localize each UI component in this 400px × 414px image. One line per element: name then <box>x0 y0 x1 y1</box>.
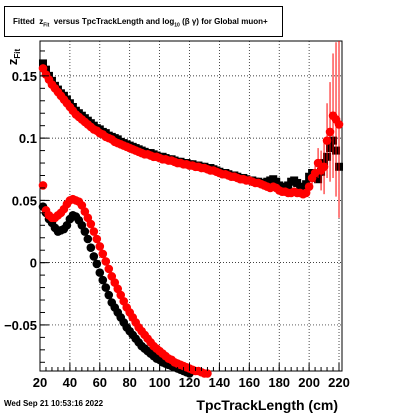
data-point-circle <box>334 120 344 129</box>
x-tick-label: 120 <box>179 375 201 390</box>
data-point-circle <box>95 268 105 277</box>
x-axis-label: TpcTrackLength (cm) <box>196 397 338 413</box>
data-point-circle <box>83 234 93 244</box>
title-mid: versus TpcTrackLength and log <box>53 17 175 26</box>
data-point-circle <box>89 227 99 236</box>
timestamp: Wed Sep 21 10:53:16 2022 <box>4 399 104 408</box>
y-tick-label: 0.15 <box>12 69 37 84</box>
y-axis-label-var: z <box>5 58 20 65</box>
data-point-circle <box>304 182 314 191</box>
data-point-circle <box>101 257 111 266</box>
data-point-circle <box>89 252 99 261</box>
data-point-circle <box>86 219 96 229</box>
y-tick-label: 0.05 <box>12 193 37 208</box>
title-suffix: for Global muon+ <box>201 17 268 26</box>
grid-layer <box>40 41 342 371</box>
x-tick-label: 220 <box>328 375 350 390</box>
title-var-sub: Fit <box>43 22 50 29</box>
data-point-circle <box>92 234 102 244</box>
x-tick-label: 80 <box>122 375 136 390</box>
data-point-circle <box>92 259 102 269</box>
title-var: z <box>39 17 44 26</box>
chart-title-box: Fitted zFit versus TpcTrackLength and lo… <box>4 6 283 37</box>
chart-title: Fitted zFit versus TpcTrackLength and lo… <box>13 17 268 29</box>
y-axis-label: zFit <box>5 49 22 66</box>
data-point-circle <box>101 283 111 292</box>
title-beta-gamma: (β γ) <box>182 17 199 26</box>
data-point-circle <box>86 243 96 253</box>
y-tick-label: 0 <box>30 256 37 271</box>
data-point-circle <box>98 249 108 259</box>
x-tick-label: 140 <box>209 375 231 390</box>
series-layer <box>38 41 344 378</box>
x-tick-label: 20 <box>33 375 47 390</box>
x-tick-label: 200 <box>298 375 320 390</box>
x-tick-label: 60 <box>93 375 107 390</box>
data-point-circle <box>322 136 332 145</box>
x-tick-label: 40 <box>63 375 77 390</box>
data-point-circle <box>95 242 105 251</box>
data-point-circle <box>203 369 212 378</box>
data-point-circle <box>38 181 48 190</box>
x-tick-label: 100 <box>149 375 171 390</box>
x-tick-label: 180 <box>268 375 290 390</box>
title-prefix: Fitted <box>13 17 35 26</box>
data-point-circle <box>104 290 114 300</box>
y-axis-label-sub: Fit <box>13 49 22 59</box>
data-point-circle <box>80 227 90 236</box>
data-point-circle <box>319 162 329 172</box>
axis-layer: 20 40 60 80 100 120 140 160 180 200 220 −0.05 0 0.05 0… <box>4 50 350 390</box>
y-tick-label: −0.05 <box>4 318 37 333</box>
x-tick-label: 160 <box>238 375 260 390</box>
data-point-circle <box>325 127 335 137</box>
title-log-sub: 10 <box>174 22 180 29</box>
data-point-circle <box>98 275 108 285</box>
data-point-circle <box>104 264 114 274</box>
y-tick-label: 0.1 <box>19 131 37 146</box>
data-point-square <box>314 175 323 184</box>
